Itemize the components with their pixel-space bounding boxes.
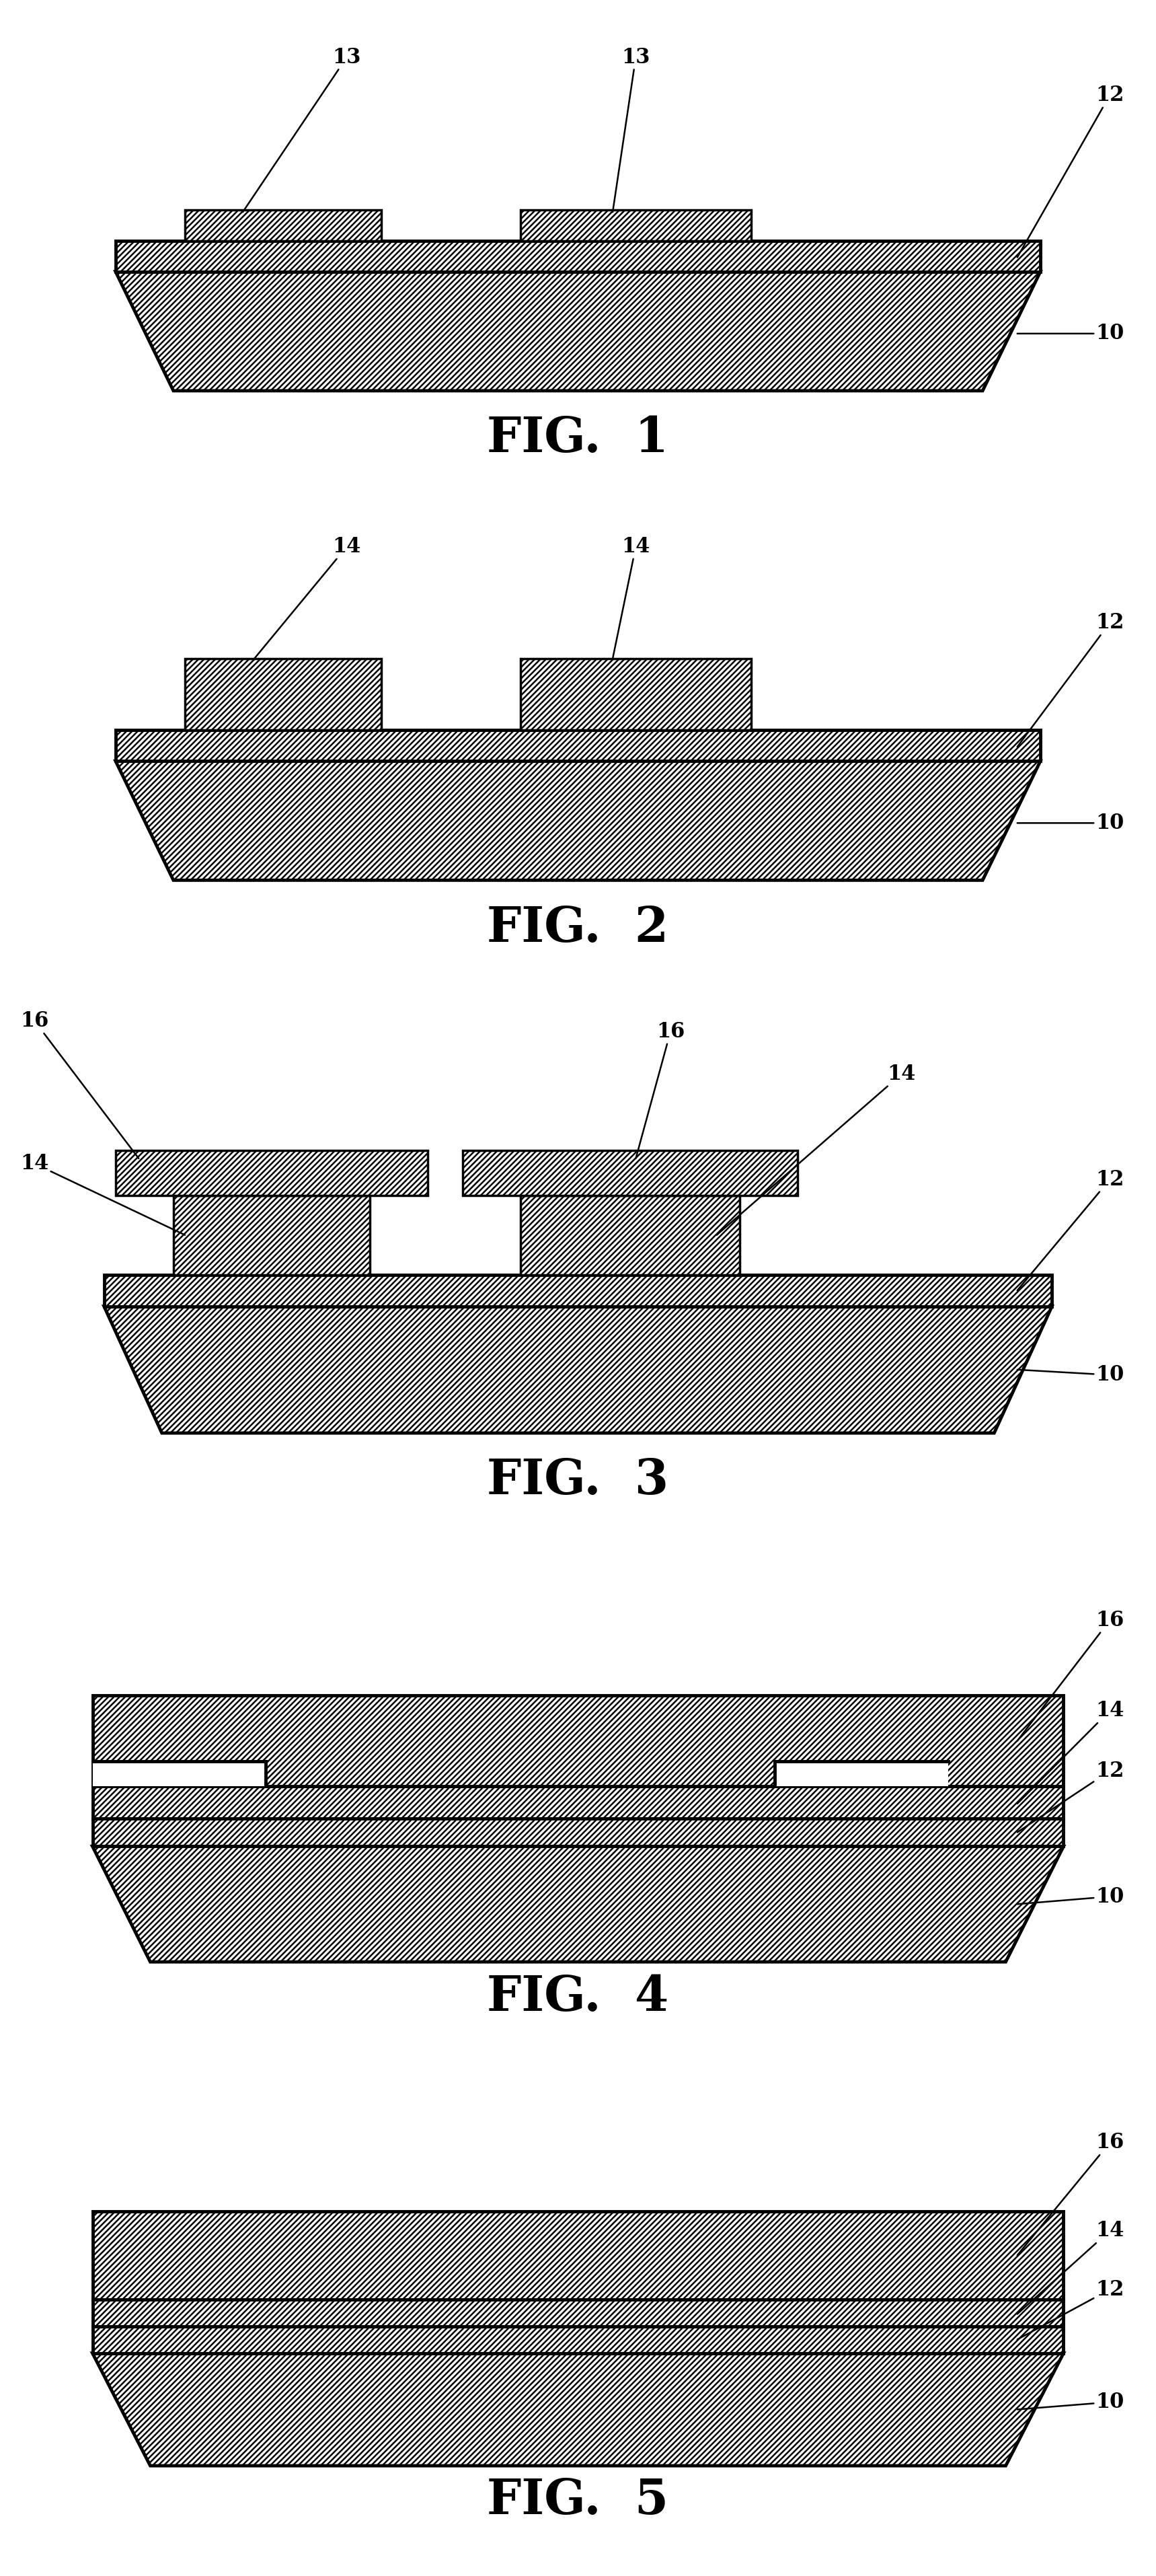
Bar <box>92 2300 1064 2326</box>
Bar <box>92 1785 1064 1819</box>
Bar <box>185 659 381 729</box>
Text: 12: 12 <box>1017 613 1124 747</box>
Bar <box>173 1195 370 1275</box>
Bar <box>185 209 381 240</box>
Text: FIG.  5: FIG. 5 <box>487 2476 669 2524</box>
Bar <box>462 1151 798 1195</box>
Text: 16: 16 <box>21 1010 139 1159</box>
Text: 14: 14 <box>717 1064 916 1234</box>
Text: 10: 10 <box>1017 1886 1124 1906</box>
Text: 12: 12 <box>1017 2280 1124 2339</box>
Polygon shape <box>92 1847 1064 1963</box>
Bar <box>116 240 1040 270</box>
Bar <box>92 1695 1064 1785</box>
Polygon shape <box>116 270 1040 392</box>
Bar <box>116 729 1040 760</box>
Bar <box>520 659 751 729</box>
Text: 14: 14 <box>1017 2221 1124 2313</box>
Bar <box>92 1819 1064 1847</box>
Text: 12: 12 <box>1017 1759 1124 1832</box>
Text: FIG.  1: FIG. 1 <box>487 415 669 461</box>
Text: FIG.  3: FIG. 3 <box>487 1455 669 1504</box>
Text: 13: 13 <box>243 46 361 211</box>
Text: 13: 13 <box>613 46 650 211</box>
Bar <box>104 1275 1052 1306</box>
Text: 12: 12 <box>1017 1170 1124 1291</box>
Text: FIG.  2: FIG. 2 <box>487 904 669 951</box>
Text: 10: 10 <box>1017 322 1124 345</box>
Polygon shape <box>92 2354 1064 2465</box>
Bar <box>92 1762 266 1785</box>
Bar <box>116 1151 428 1195</box>
Bar <box>775 1762 948 1785</box>
Text: 10: 10 <box>1017 2391 1124 2414</box>
Polygon shape <box>116 760 1040 881</box>
Text: FIG.  4: FIG. 4 <box>487 1973 669 2022</box>
Text: 14: 14 <box>254 536 361 659</box>
Text: 14: 14 <box>613 536 650 659</box>
Text: 14: 14 <box>1017 1700 1124 1803</box>
Text: 14: 14 <box>21 1154 185 1234</box>
Text: 16: 16 <box>636 1020 684 1159</box>
Polygon shape <box>104 1306 1052 1432</box>
Text: 16: 16 <box>1017 2133 1124 2257</box>
Text: 10: 10 <box>1017 1365 1124 1386</box>
Text: 10: 10 <box>1017 811 1124 835</box>
Bar <box>92 2326 1064 2354</box>
Bar <box>520 209 751 240</box>
Bar <box>520 1195 740 1275</box>
Text: 12: 12 <box>1017 85 1124 258</box>
Text: 16: 16 <box>1017 1610 1124 1741</box>
Bar <box>92 2210 1064 2300</box>
